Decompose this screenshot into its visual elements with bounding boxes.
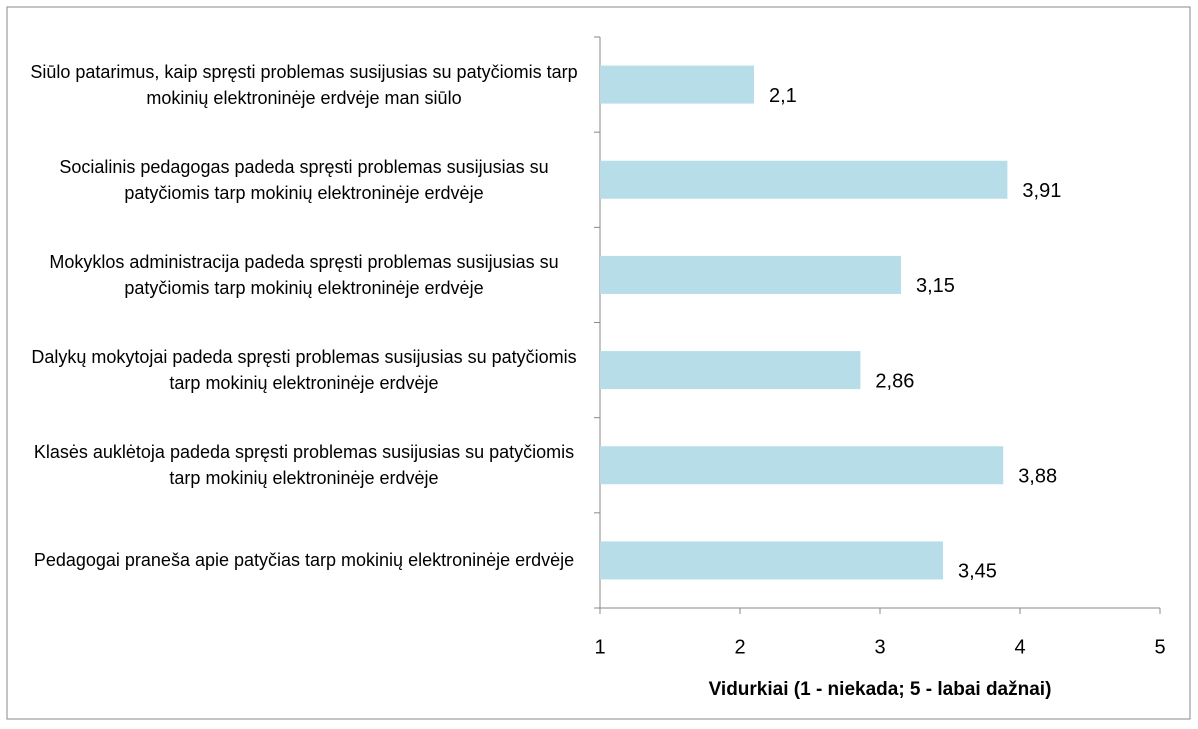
bar (600, 351, 861, 390)
y-tick-label: Pedagogai praneša apie patyčias tarp mok… (33, 550, 575, 571)
x-tick-label: 4 (1014, 636, 1025, 658)
y-tick-label: Mokyklos administracija padeda spręsti p… (49, 251, 559, 298)
y-tick-label: Socialinis pedagogas padeda spręsti prob… (59, 156, 549, 203)
bar (600, 255, 901, 294)
x-tick-label: 2 (734, 636, 745, 658)
data-label: 2,86 (875, 370, 914, 392)
x-axis-title: Vidurkiai (1 - niekada; 5 - labai dažnai… (709, 679, 1052, 700)
data-label: 2,1 (769, 85, 797, 107)
data-label: 3,91 (1022, 180, 1061, 202)
data-label: 3,45 (958, 561, 997, 583)
y-tick-label: Siūlo patarimus, kaip spręsti problemas … (30, 61, 578, 108)
bar (600, 446, 1004, 485)
chart-border (6, 6, 1191, 720)
x-tick-label: 5 (1154, 636, 1165, 658)
data-label: 3,15 (916, 275, 955, 297)
y-tick-label: Dalykų mokytojai padeda spręsti problema… (31, 347, 577, 394)
x-tick-label: 3 (874, 636, 885, 658)
y-tick-label: Klasės auklėtoja padeda spręsti problema… (33, 442, 575, 489)
data-label: 3,88 (1018, 466, 1057, 488)
bar (600, 160, 1008, 199)
bar (600, 541, 943, 580)
x-tick-label: 1 (594, 636, 605, 658)
bar (600, 65, 754, 104)
